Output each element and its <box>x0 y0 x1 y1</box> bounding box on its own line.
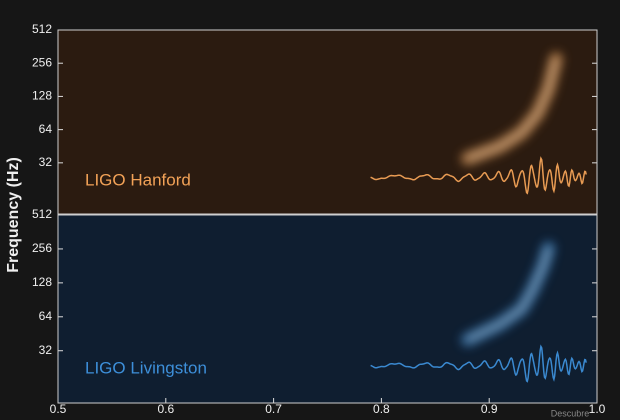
detector-label: LIGO Livingston <box>85 359 207 378</box>
waveform-overlay <box>370 344 587 383</box>
y-tick-label: 512 <box>32 22 52 36</box>
panel-frame <box>57 214 598 404</box>
y-tick-label: 128 <box>32 89 52 103</box>
detector-label: LIGO Hanford <box>85 170 191 189</box>
y-tick-label: 32 <box>39 155 53 169</box>
watermark: Descubre <box>551 408 590 418</box>
y-tick-label: 256 <box>32 241 52 255</box>
y-tick-label: 512 <box>32 207 52 221</box>
x-tick-label: 0.6 <box>157 402 174 416</box>
y-tick-label: 256 <box>32 55 52 69</box>
y-tick-label: 32 <box>39 343 53 357</box>
chirp-track <box>466 246 550 342</box>
panel-background <box>58 215 597 403</box>
x-tick-label: 0.5 <box>50 402 67 416</box>
x-tick-label: 0.8 <box>373 402 390 416</box>
panel-background <box>58 30 597 214</box>
y-tick-label: 64 <box>39 309 53 323</box>
waveform-overlay <box>370 156 587 195</box>
x-tick-label: 1.0 <box>589 402 606 416</box>
y-tick-label: 128 <box>32 275 52 289</box>
y-tick-label: 64 <box>39 122 53 136</box>
panel-frame <box>57 29 598 215</box>
x-tick-label: 0.9 <box>481 402 498 416</box>
chirp-track <box>466 57 558 161</box>
x-tick-label: 0.7 <box>265 402 282 416</box>
y-axis-label: Frequency (Hz) <box>5 157 22 273</box>
